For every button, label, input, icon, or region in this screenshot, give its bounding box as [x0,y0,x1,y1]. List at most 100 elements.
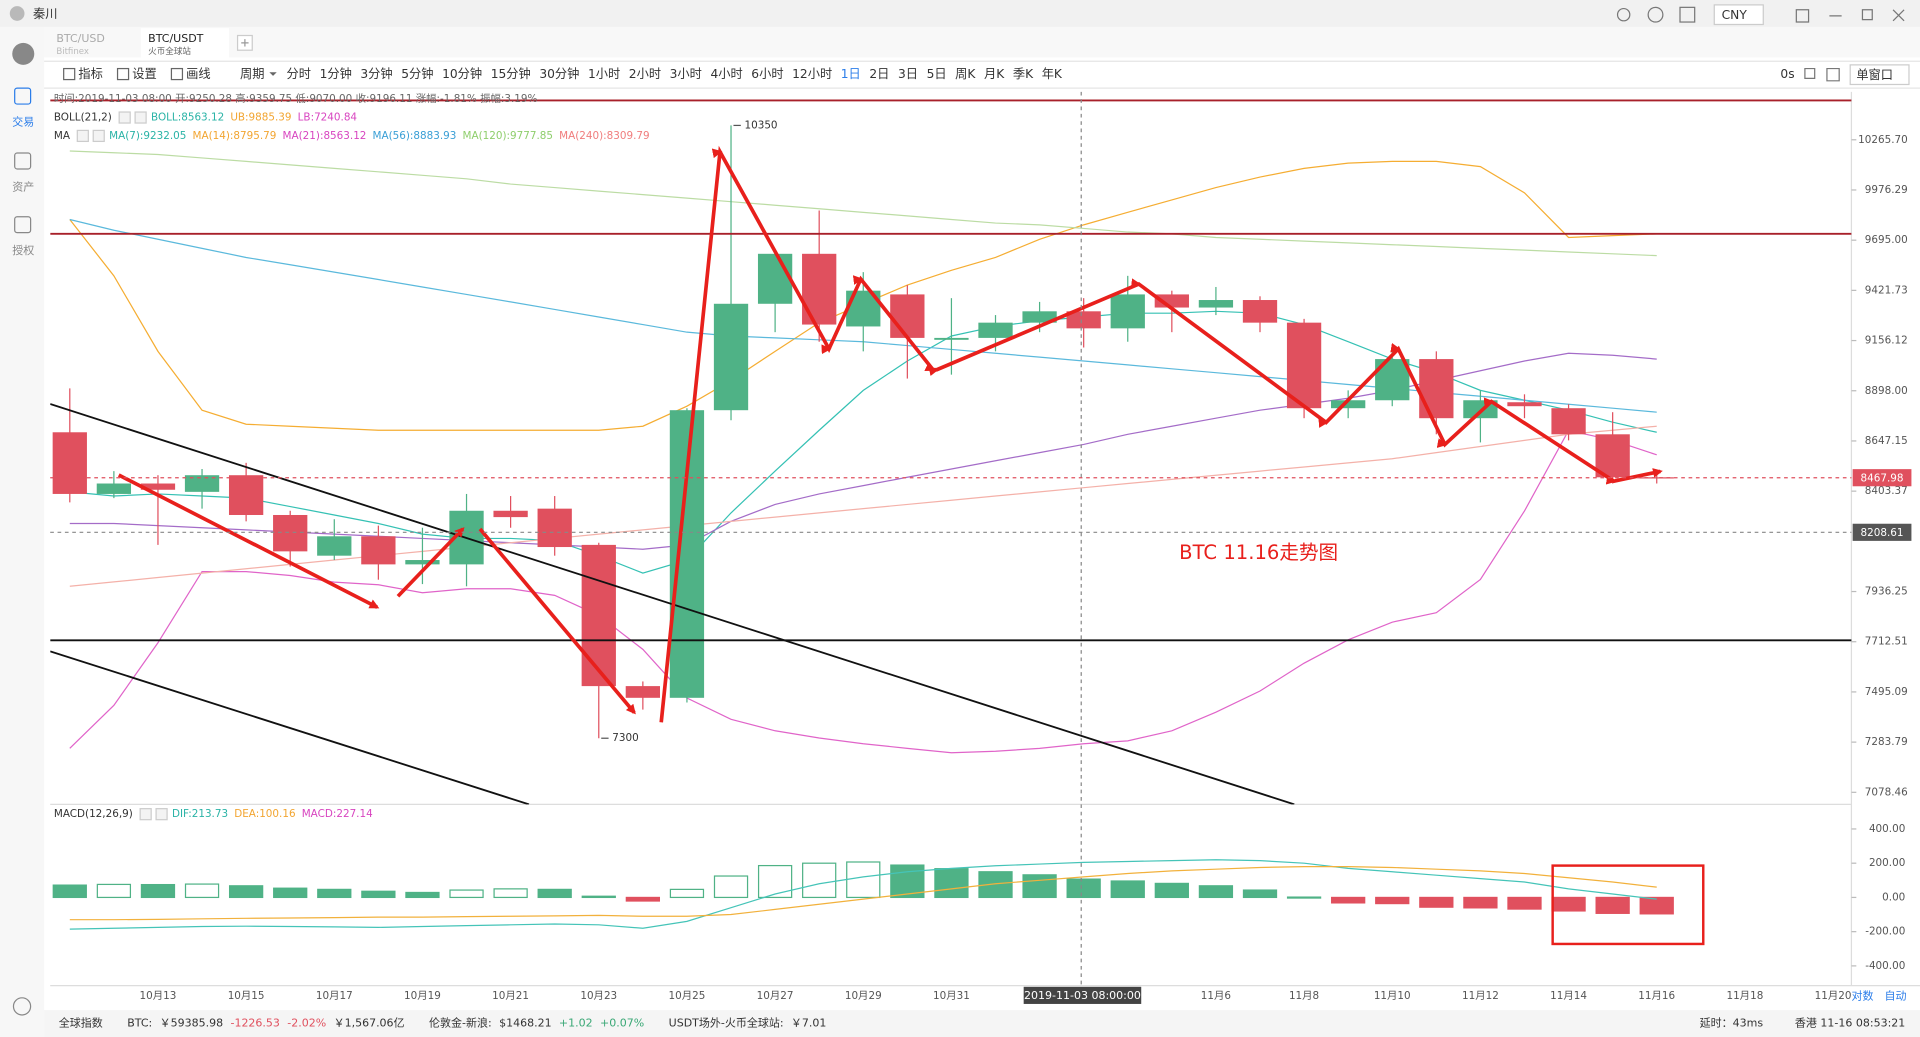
annotation: BTC 11.16走势图 [1179,541,1338,564]
period[interactable]: 5日 [927,67,947,81]
macd-bar [846,861,881,899]
macd-bar [1242,889,1278,899]
tab-pair[interactable]: BTC/USD [56,32,105,45]
tool-icon [170,67,184,81]
extreme-label: 7300 [612,732,638,744]
bell-icon[interactable] [1616,7,1631,22]
trade-icon[interactable] [14,87,32,105]
shirt-icon[interactable] [1679,6,1696,23]
scale-button[interactable]: 对数 [1851,989,1873,1003]
macd-bar [1375,896,1410,905]
cursor-price: 8208.61 [1861,527,1904,539]
sidebar-label[interactable]: 资产 [12,179,34,193]
tab-exchange[interactable]: Bitfinex [56,47,89,57]
status-item: 延时：43ms [1700,1017,1764,1030]
legend-item: MA(56):8883.93 [373,130,457,142]
period[interactable]: 1日 [841,67,861,81]
macd-bar [1154,882,1189,899]
macd-bar [184,883,220,899]
indicator-line [69,429,1657,754]
legend-button[interactable] [139,808,152,821]
status-bar [44,1010,1920,1037]
period[interactable]: 6小时 [751,67,783,81]
period[interactable]: 5分钟 [401,66,433,81]
legend-item: BOLL:8563.12 [151,112,224,124]
legend-button[interactable] [118,111,131,124]
candle-body [228,475,264,515]
x-tick-label: 11月14 [1550,990,1587,1002]
period-label[interactable]: 周期 [240,67,264,81]
period[interactable]: 2日 [869,67,889,81]
toolbar-icons[interactable] [1804,67,1840,82]
y-tick-label: 9976.29 [1865,184,1908,196]
tool[interactable]: 画线 [186,67,210,81]
legend-button[interactable] [76,129,89,143]
x-tick-label: 10月15 [228,990,265,1002]
window-controls[interactable] [1795,9,1905,23]
period[interactable]: 15分钟 [491,66,531,81]
legend-button[interactable] [155,808,168,821]
candle-body [493,510,528,518]
x-tick-label: 11月18 [1726,990,1763,1002]
tool[interactable]: 设置 [132,67,156,81]
period[interactable]: 季K [1013,67,1034,81]
currency-select[interactable] [1713,4,1764,26]
period[interactable]: 12小时 [792,67,832,81]
indicator-line [69,859,1657,930]
settings-icon[interactable] [12,997,32,1016]
period[interactable]: 1分钟 [320,66,352,81]
macd-bar [1639,896,1674,915]
tab-pair[interactable]: BTC/USDT [148,32,204,45]
indicator-line [69,866,1657,921]
status-item: -2.02% [287,1017,326,1030]
period[interactable]: 分时 [287,67,311,81]
sidebar-label[interactable]: 交易 [12,114,34,128]
trend-arrow [396,527,465,598]
y-tick-label: 7712.51 [1865,636,1908,648]
period[interactable]: 30分钟 [539,66,579,81]
candle-body [934,337,969,340]
legend-button[interactable] [134,111,147,124]
refresh-interval[interactable]: 0s [1780,67,1794,81]
period[interactable]: 2小时 [629,67,661,81]
period[interactable]: 周K [955,67,976,81]
tool-icon [63,67,76,81]
window-mode-select[interactable] [1849,64,1910,86]
sidebar-label[interactable]: 授权 [12,243,34,257]
auth-icon[interactable] [14,216,32,234]
macd-bar [669,888,705,899]
scale-button[interactable]: 自动 [1885,990,1907,1003]
asset-icon[interactable] [14,152,32,170]
candle-body [1110,294,1145,329]
period[interactable]: 4小时 [710,67,742,81]
period[interactable]: 年K [1042,67,1063,81]
macd-bar [713,875,749,899]
window-mode: 单窗口 [1856,68,1893,82]
period[interactable]: 3日 [898,67,918,81]
period[interactable]: 10分钟 [442,66,482,81]
x-tick-label: 10月17 [316,990,353,1002]
macd-bar [405,891,440,899]
x-tick-label: 10月29 [845,990,882,1002]
period[interactable]: 3分钟 [360,66,392,81]
period[interactable]: 3小时 [670,67,702,81]
status-item: $1468.21 [499,1017,552,1030]
legend-item: MA(14):8795.79 [193,130,277,142]
tab-exchange[interactable]: 火币全球站 [148,45,191,57]
dropdown-caret [269,72,277,76]
legend-item: MACD:227.14 [302,808,373,820]
status-item: ￥7.01 [791,1017,827,1030]
x-tick-label: 10月31 [933,990,970,1002]
candle-body [1198,300,1234,308]
tab-row [44,26,1920,58]
avatar[interactable] [9,6,25,21]
x-tick-label: 11月20 [1815,990,1852,1002]
legend-button[interactable] [92,129,105,143]
period[interactable]: 1小时 [588,67,620,81]
tool[interactable]: 指标 [78,66,102,81]
legend-label: MACD(12,26,9) [54,808,133,820]
period[interactable]: 月K [984,67,1005,81]
x-tick-label: 10月19 [404,990,441,1002]
search-icon[interactable] [1647,6,1664,23]
